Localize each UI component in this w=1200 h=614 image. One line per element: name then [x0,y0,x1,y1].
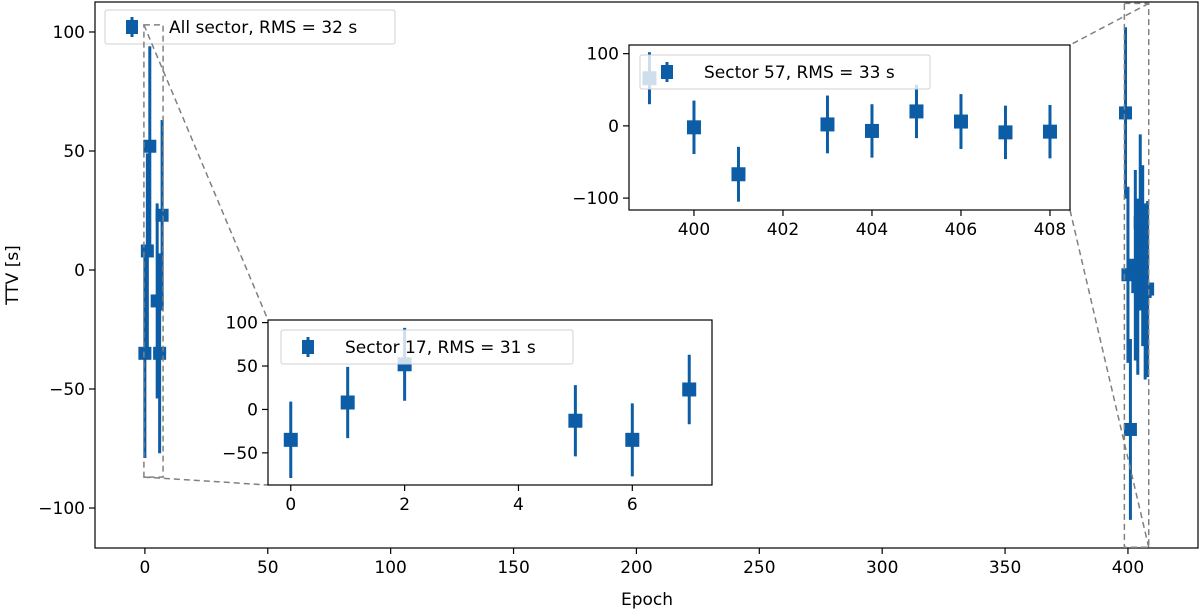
zoom-indicators [143,2,1150,549]
zoom-connector-line [1069,2,1150,46]
x-tick-label: 2 [399,495,410,515]
x-tick-label: 400 [1112,558,1144,578]
zoom-connector-line [1069,209,1150,548]
legend-marker [661,65,673,79]
data-point [625,432,640,447]
x-tick-label: 300 [866,558,898,578]
legend-box [280,329,574,365]
x-tick-label: 404 [856,220,888,240]
x-axis-label: Epoch [621,590,673,610]
y-tick-label: 0 [247,400,258,420]
y-tick-label: −50 [222,444,258,464]
data-point [1141,282,1155,296]
y-axis-label: TTV [s] [3,245,23,306]
y-tick-label: 0 [608,117,619,137]
legend-marker [126,20,138,34]
data-point [143,139,157,153]
y-tick-label: −100 [572,189,619,209]
data-point [153,346,167,360]
x-tick-label: 408 [1034,220,1066,240]
data-point [909,104,924,119]
axes-frame [628,44,1071,211]
data-point [998,125,1013,140]
x-tick-label: 0 [285,495,296,515]
x-tick-label: 400 [678,220,710,240]
x-tick-label: 4 [513,495,524,515]
data-layer [138,27,1155,520]
y-tick-label: −100 [38,499,85,519]
data-point [682,382,697,397]
x-tick-label: 402 [767,220,799,240]
x-tick-label: 406 [945,220,977,240]
x-tick-label: 150 [497,558,529,578]
x-tick-label: 100 [374,558,406,578]
data-point [283,432,298,447]
zoom-region-rect [143,24,164,478]
data-point [340,395,355,410]
y-tick-label: 50 [63,142,85,162]
zoom-region-rect [1123,2,1150,549]
zoom-connector-line [143,24,269,321]
legend-marker [302,340,314,354]
legend-box [104,9,396,45]
x-tick-label: 200 [620,558,652,578]
y-tick-label: 100 [587,45,619,65]
legend-label: All sector, RMS = 32 s [169,18,357,38]
x-tick-label: 0 [139,558,150,578]
data-point [140,244,154,258]
x-tick-label: 6 [627,495,638,515]
data-point [155,208,169,222]
data-point [731,167,746,182]
legend-label: Sector 17, RMS = 31 s [345,338,536,358]
x-tick-label: 350 [989,558,1021,578]
legend-box [639,54,931,90]
inset-sector-17: 0 2 4 6 −50 0 50 100 Sector 17, RMS = 31 s [222,314,713,515]
y-tick-label: −50 [49,380,85,400]
data-point [1118,106,1132,120]
data-point [568,413,583,428]
inset-sector-57: 400 402 404 406 408 −100 0 100 Sector 57, RMS = … [572,44,1071,240]
data-point [820,117,835,132]
zoom-connector-line [143,476,269,486]
y-tick-label: 100 [53,23,85,43]
data-point [686,120,701,135]
y-tick-label: 50 [236,357,258,377]
axes-frame [267,319,713,486]
data-point [138,346,152,360]
data-point [953,114,968,129]
y-tick-label: 100 [226,314,258,334]
data-point [864,123,879,138]
data-point [1042,124,1057,139]
data-point [1123,422,1137,436]
y-tick-label: 0 [74,261,85,281]
x-tick-label: 50 [257,558,279,578]
data-layer [642,52,1057,202]
axes-frame [94,1,1199,549]
x-tick-label: 250 [743,558,775,578]
legend-label: Sector 57, RMS = 33 s [704,63,895,83]
